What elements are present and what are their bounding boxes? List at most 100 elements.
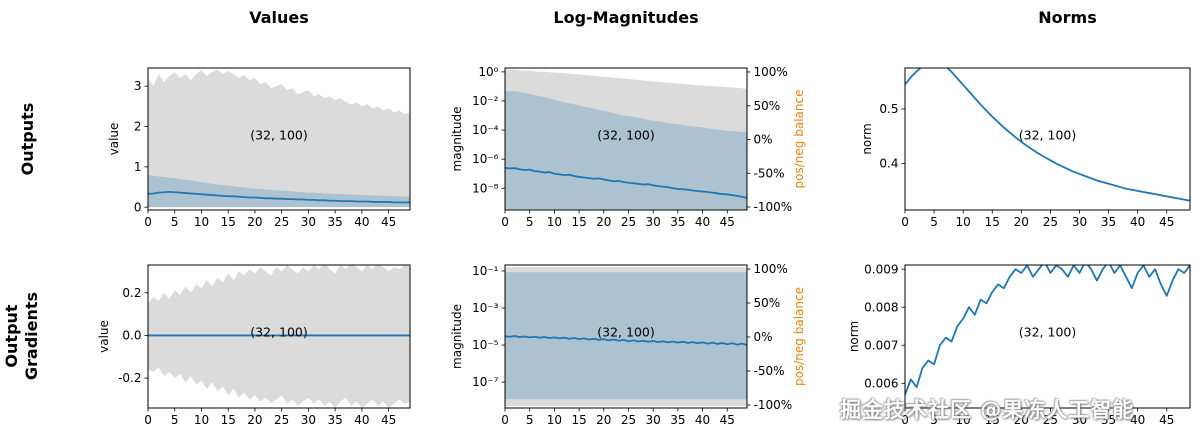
column-title-norms: Norms [1038,8,1097,27]
svg-text:45: 45 [1159,215,1174,229]
svg-text:30: 30 [1072,413,1087,427]
svg-text:25: 25 [621,215,636,229]
svg-text:0.008: 0.008 [864,300,898,314]
svg-text:0.2: 0.2 [122,286,141,300]
svg-text:10⁻⁶: 10⁻⁶ [472,152,499,166]
shape-annotation: (32, 100) [250,127,308,143]
svg-text:35: 35 [1101,215,1116,229]
svg-text:35: 35 [670,413,685,427]
svg-text:10⁻⁸: 10⁻⁸ [472,181,499,195]
svg-text:10: 10 [194,215,209,229]
svg-text:magnitude: magnitude [450,304,464,369]
svg-text:0: 0 [901,413,909,427]
svg-text:40: 40 [695,413,710,427]
svg-text:5: 5 [526,413,534,427]
subplot-outputs-norms: (32, 100) 0.4 0.5 0 5 10 15 20 25 30 35 40 45 norm [860,67,1191,229]
svg-text:0%: 0% [754,133,773,147]
svg-text:0.4: 0.4 [879,157,898,171]
svg-text:45: 45 [720,413,735,427]
svg-text:20: 20 [596,413,611,427]
svg-text:15: 15 [571,413,586,427]
subplot-outputs-log-magnitudes: (32, 100) 10⁰ 10⁻² 10⁻⁴ 10⁻⁶ 10⁻⁸ 0 5 10 15 20 25 3… [450,65,806,229]
svg-text:45: 45 [720,215,735,229]
svg-text:0: 0 [144,215,152,229]
svg-text:5: 5 [930,215,938,229]
watermark: 掘金技术社区 @果冻人工智能 [840,398,1135,422]
svg-text:0.0: 0.0 [122,329,141,343]
svg-text:15: 15 [221,413,236,427]
svg-text:norm: norm [860,123,874,154]
svg-text:45: 45 [381,215,396,229]
svg-text:100%: 100% [754,262,788,276]
svg-text:30: 30 [646,215,661,229]
svg-text:30: 30 [301,413,316,427]
shape-annotation: (32, 100) [597,324,655,340]
shape-annotation: (32, 100) [597,127,655,143]
svg-text:25: 25 [621,413,636,427]
svg-text:10⁻⁵: 10⁻⁵ [472,338,499,352]
svg-text:15: 15 [221,215,236,229]
shape-annotation: (32, 100) [1018,324,1077,340]
svg-text:45: 45 [1159,413,1174,427]
svg-text:40: 40 [354,215,369,229]
svg-text:30: 30 [301,215,316,229]
row-label-outputs: Outputs [18,102,37,176]
svg-text:50%: 50% [754,296,781,310]
subplot-output-gradients-values: (32, 100) -0.2 0.0 0.2 0 5 10 15 20 25 30 35 40 45 va… [97,264,411,427]
svg-text:10⁻⁷: 10⁻⁷ [472,375,499,389]
column-title-log-magnitudes: Log-Magnitudes [553,8,699,27]
svg-text:5: 5 [171,215,179,229]
svg-text:15: 15 [985,215,1000,229]
svg-text:35: 35 [670,215,685,229]
svg-text:25: 25 [1043,413,1058,427]
svg-text:35: 35 [328,413,343,427]
svg-text:40: 40 [1130,215,1145,229]
row-label-output-gradients: Output Gradients [2,291,41,381]
svg-text:0.007: 0.007 [864,338,898,352]
svg-text:10⁰: 10⁰ [478,65,498,79]
svg-text:20: 20 [247,413,262,427]
svg-text:0: 0 [144,413,152,427]
svg-text:10: 10 [547,215,562,229]
shape-annotation: (32, 100) [1018,127,1077,143]
svg-text:1: 1 [134,160,142,174]
svg-text:-100%: -100% [754,200,793,214]
column-title-values: Values [249,8,309,27]
svg-text:50%: 50% [754,99,781,113]
svg-text:10: 10 [956,215,971,229]
svg-text:value: value [107,123,121,156]
svg-text:10⁻³: 10⁻³ [472,301,499,315]
svg-text:0.5: 0.5 [879,102,898,116]
svg-text:magnitude: magnitude [450,107,464,172]
svg-text:20: 20 [596,215,611,229]
svg-text:-50%: -50% [754,166,785,180]
svg-text:0: 0 [901,215,909,229]
svg-text:0: 0 [501,215,509,229]
svg-text:value: value [97,320,111,353]
svg-text:-0.2: -0.2 [118,371,141,385]
svg-text:30: 30 [1072,215,1087,229]
svg-text:35: 35 [328,215,343,229]
svg-text:20: 20 [247,215,262,229]
svg-text:25: 25 [274,215,289,229]
svg-text:5: 5 [526,215,534,229]
subplot-output-gradients-norms: (32, 100) 0.006 0.007 0.008 0.009 0 5 10 15 20 25… [847,262,1191,427]
svg-text:20: 20 [1014,215,1029,229]
svg-text:3: 3 [134,79,142,93]
svg-text:0.006: 0.006 [864,376,898,390]
svg-text:35: 35 [1101,413,1116,427]
svg-text:10: 10 [194,413,209,427]
svg-text:pos/neg balance: pos/neg balance [792,90,806,189]
svg-text:0%: 0% [754,330,773,344]
shape-annotation: (32, 100) [250,324,308,340]
svg-text:norm: norm [847,321,861,352]
svg-text:5: 5 [930,413,938,427]
svg-text:10: 10 [547,413,562,427]
svg-text:100%: 100% [754,65,788,79]
svg-text:25: 25 [1043,215,1058,229]
svg-text:pos/neg balance: pos/neg balance [792,287,806,386]
svg-text:10: 10 [956,413,971,427]
svg-text:0: 0 [134,200,142,214]
svg-text:20: 20 [1014,413,1029,427]
